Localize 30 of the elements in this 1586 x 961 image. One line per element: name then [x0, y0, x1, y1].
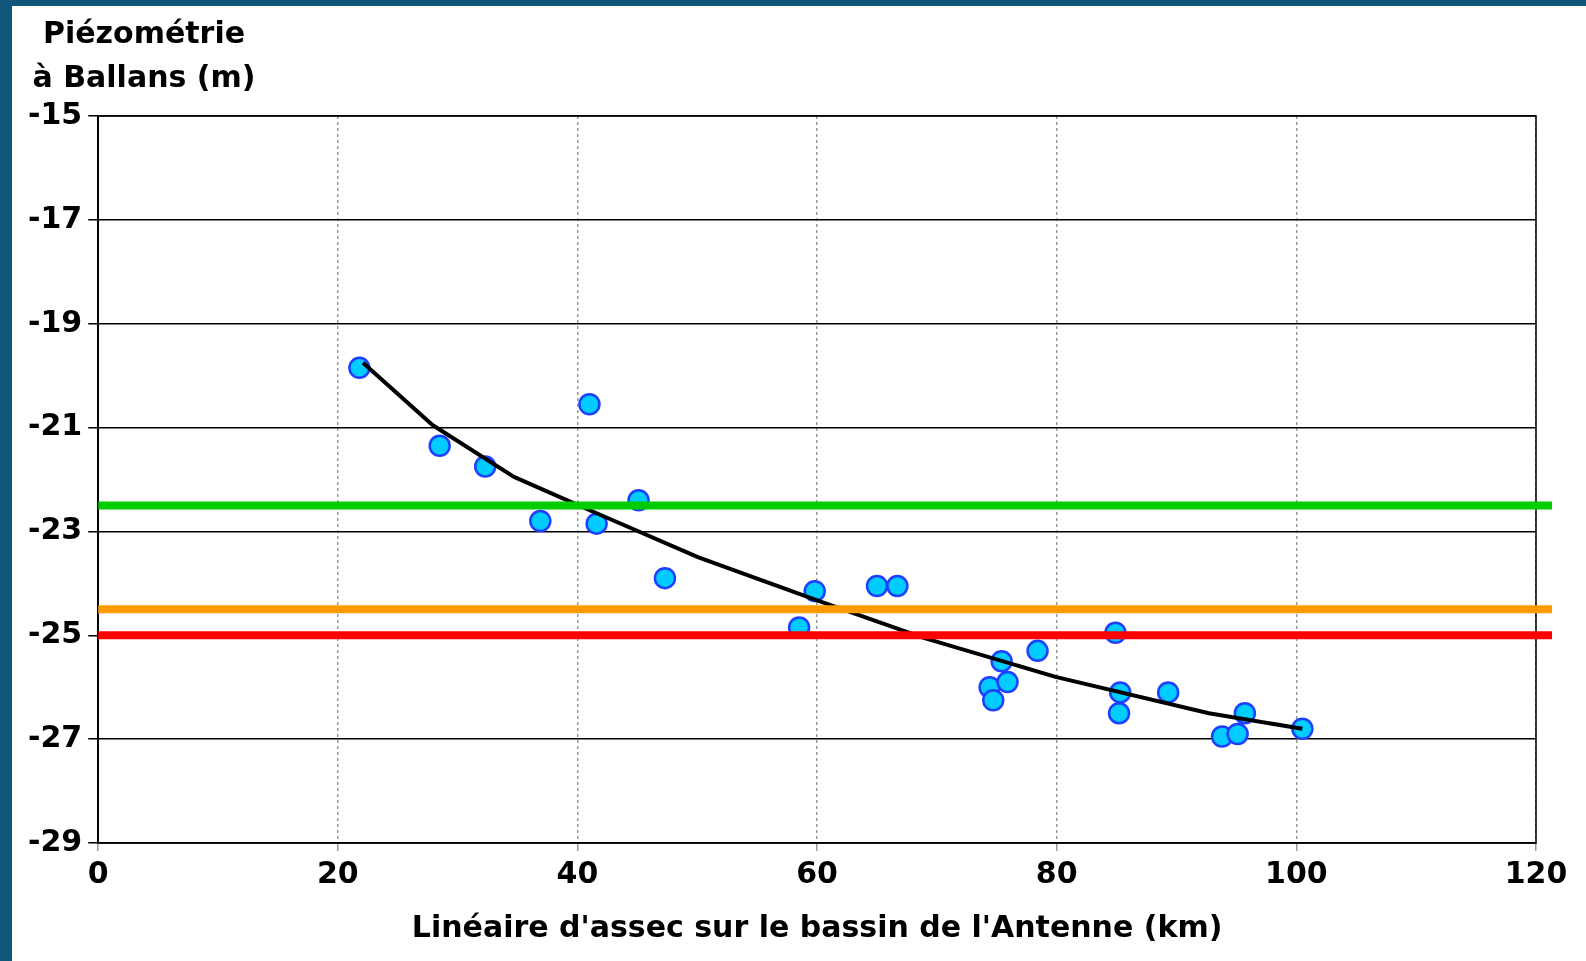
y-tick-label: -27 [28, 718, 83, 754]
point [585, 512, 608, 535]
point [529, 509, 552, 533]
x-tick-label: 100 [1265, 854, 1328, 890]
point [578, 392, 601, 416]
y-tick-label: -29 [28, 822, 83, 858]
x-tick-label: 0 [87, 854, 109, 890]
point [1156, 681, 1180, 704]
y-tick-label: -15 [28, 95, 83, 131]
x-tick-label: 60 [796, 854, 838, 890]
point [981, 688, 1005, 712]
point [996, 670, 1019, 694]
point [886, 574, 909, 598]
point [1026, 639, 1049, 663]
x-axis-title: Linéaire d'assec sur le bassin de l'Antenne (km) [411, 908, 1223, 944]
point [1226, 722, 1249, 746]
y-tick-label: -21 [28, 407, 83, 443]
point [1107, 701, 1131, 725]
y-axis-title: Piézométrie à Ballans (m) [32, 14, 256, 94]
point [428, 434, 451, 457]
x-tick-label: 120 [1504, 854, 1568, 890]
y-tick-label: -17 [28, 199, 83, 235]
y-tick-label: -25 [28, 615, 83, 651]
x-tick-label: 40 [556, 854, 599, 890]
y-tick-label: -23 [28, 511, 83, 547]
y-tick-label: -19 [28, 303, 83, 339]
x-tick-label: 80 [1035, 854, 1078, 890]
point [653, 566, 677, 590]
x-tick-label: 20 [316, 854, 359, 890]
point [865, 574, 889, 598]
